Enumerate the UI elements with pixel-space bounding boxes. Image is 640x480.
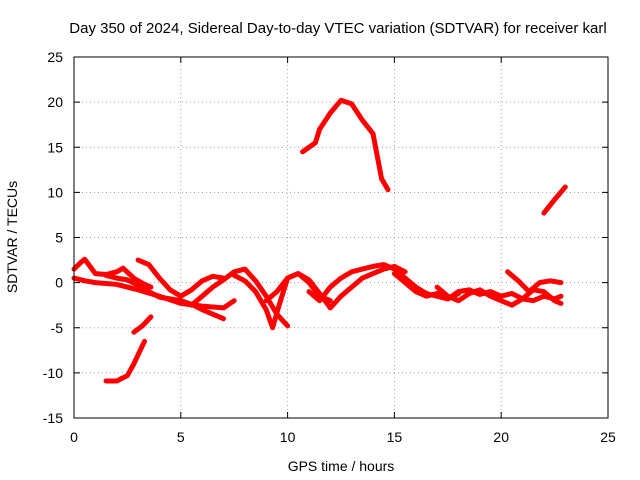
y-tick-label: 5 [55, 230, 63, 246]
series-arc-9-markers [393, 272, 562, 302]
series-arc-7-markers [265, 265, 406, 310]
y-tick-label: 0 [55, 275, 63, 291]
series-arc-3-markers [105, 274, 224, 320]
series-arc-1-markers [73, 258, 152, 288]
x-tick-label: 25 [600, 429, 616, 445]
series-arc-12 [103, 338, 147, 384]
x-tick-label: 15 [387, 429, 403, 445]
y-tick-label: -10 [43, 365, 63, 381]
x-tick-label: 5 [177, 429, 185, 445]
y-tick-label: -5 [51, 320, 64, 336]
series-arc-4-markers [137, 259, 224, 298]
y-tick-label: 20 [47, 94, 63, 110]
y-tick-label: 15 [47, 139, 63, 155]
x-tick-label: 10 [280, 429, 296, 445]
series-arc-12-markers [106, 340, 146, 382]
series-arc-15-markers [543, 186, 566, 214]
x-tick-label: 20 [493, 429, 509, 445]
y-tick-label: 25 [47, 49, 63, 65]
x-tick-label: 0 [70, 429, 78, 445]
grid [74, 57, 608, 418]
series-arc-14-markers [302, 99, 389, 191]
x-axis-title: GPS time / hours [288, 458, 395, 474]
series-arc-10-markers [436, 286, 562, 307]
y-tick-label: -15 [43, 410, 63, 426]
series-arc-11-markers [507, 271, 562, 293]
series-arc-5-markers [190, 268, 289, 327]
axis-ticks: 0 5 10 15 20 25 -15 -10 -5 0 5 10 15 20 25 [43, 49, 616, 445]
series-arc-13 [131, 314, 154, 335]
chart-title: Day 350 of 2024, Sidereal Day-to-day VTE… [69, 20, 606, 37]
data-series [71, 97, 568, 384]
y-axis-title: SDTVAR / TECUs [4, 181, 20, 293]
y-tick-label: 10 [47, 184, 63, 200]
